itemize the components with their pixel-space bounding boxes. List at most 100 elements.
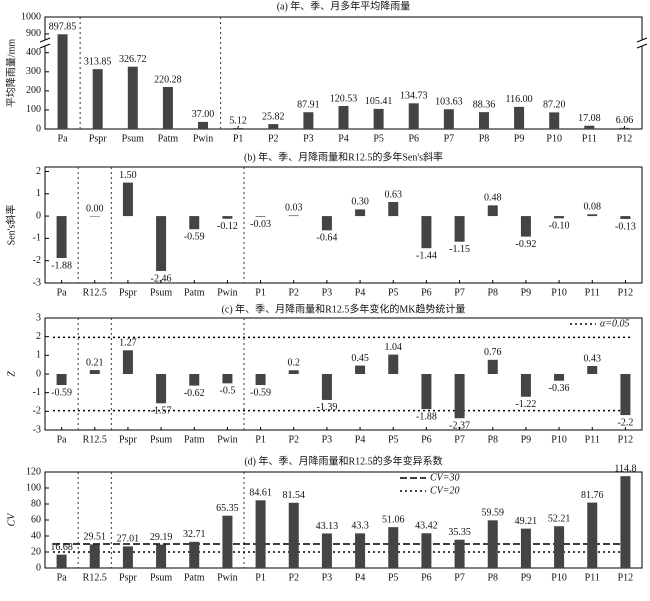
y-tick-label: 20 — [31, 546, 41, 557]
bar — [303, 112, 314, 129]
x-tick-label: Pa — [58, 133, 69, 144]
y-tick-label: 1 — [36, 350, 41, 361]
x-tick-label: Patm — [158, 133, 179, 144]
bar — [355, 365, 366, 374]
value-label: -1.88 — [416, 411, 437, 422]
y-tick-label: 0 — [36, 210, 41, 221]
bar — [156, 544, 167, 568]
legend-label: CV=30 — [430, 472, 460, 483]
bar — [520, 216, 531, 237]
bar — [373, 108, 384, 129]
y-tick-label: 3 — [36, 312, 41, 323]
x-tick-label: Pspr — [89, 133, 107, 144]
y-tick-label: 100 — [26, 104, 41, 115]
bar — [520, 528, 531, 568]
x-tick-label: Pa — [57, 434, 68, 445]
x-tick-label: P3 — [322, 572, 333, 583]
value-label: -0.59 — [184, 232, 205, 243]
bar — [619, 127, 630, 129]
value-label: 84.61 — [249, 488, 272, 499]
value-label: 29.19 — [150, 532, 173, 543]
bar — [554, 526, 565, 568]
x-tick-label: R12.5 — [83, 572, 107, 583]
x-tick-label: P8 — [487, 572, 498, 583]
y-axis-label: CV — [6, 512, 17, 527]
bar — [587, 365, 598, 374]
y-tick-label: 900 — [26, 28, 41, 39]
y-tick-label: -1 — [33, 387, 41, 398]
x-tick-label: P1 — [233, 133, 244, 144]
value-label: -1.39 — [316, 402, 337, 413]
x-tick-label: P12 — [618, 572, 634, 583]
y-tick-label: 0 — [36, 123, 41, 134]
x-tick-label: Pwin — [217, 434, 238, 445]
bar — [288, 370, 299, 374]
value-label: 120.53 — [330, 93, 358, 104]
bar — [122, 546, 133, 568]
x-tick-label: P10 — [546, 133, 562, 144]
x-tick-label: Pwin — [193, 133, 214, 144]
x-tick-label: R12.5 — [83, 434, 107, 445]
x-tick-label: P7 — [444, 133, 455, 144]
bar — [514, 106, 525, 129]
x-tick-label: P10 — [551, 287, 567, 298]
x-tick-label: P5 — [388, 434, 399, 445]
value-label: 0.45 — [351, 353, 369, 364]
x-tick-label: P1 — [255, 572, 266, 583]
bar — [421, 216, 432, 249]
y-tick-label: 2 — [36, 331, 41, 342]
bar — [454, 216, 465, 242]
value-label: 81.54 — [283, 490, 306, 501]
value-label: 0.21 — [86, 357, 104, 368]
x-tick-label: Pwin — [217, 287, 238, 298]
x-tick-label: P3 — [322, 434, 333, 445]
y-tick-label: 400 — [26, 47, 41, 58]
bar — [89, 370, 100, 374]
bar — [388, 354, 399, 374]
x-tick-label: Psum — [150, 287, 172, 298]
value-label: 0.63 — [385, 189, 403, 200]
x-tick-label: P4 — [338, 133, 349, 144]
value-label: -0.12 — [217, 221, 238, 232]
x-tick-label: P4 — [355, 572, 366, 583]
y-axis-label: Sen's斜率 — [4, 205, 17, 246]
bar — [554, 374, 565, 381]
x-tick-label: P8 — [487, 287, 498, 298]
bar — [92, 69, 103, 129]
bar — [487, 520, 498, 568]
bar — [56, 554, 67, 568]
x-tick-label: Psum — [150, 572, 172, 583]
value-label: 6.06 — [616, 115, 634, 126]
value-label: 17.08 — [578, 113, 601, 124]
bar — [288, 215, 299, 217]
value-label: 0.76 — [484, 347, 502, 358]
value-label: 1.04 — [385, 342, 403, 353]
y-tick-label: -2 — [33, 255, 41, 266]
value-label: 1.50 — [119, 170, 137, 181]
y-tick-label: 0 — [36, 562, 41, 573]
y-axis-label: 平均降雨量/mm — [4, 39, 17, 108]
bar — [222, 374, 233, 384]
x-tick-label: P7 — [454, 434, 465, 445]
bar — [421, 374, 432, 410]
bar — [554, 216, 565, 219]
bar — [189, 541, 200, 568]
x-tick-label: P3 — [322, 287, 333, 298]
y-tick-label: 1000 — [21, 11, 41, 22]
axis-break-gap — [637, 40, 647, 46]
x-tick-label: P1 — [255, 434, 266, 445]
y-axis-label: Z — [6, 371, 17, 377]
value-label: -1.88 — [51, 260, 72, 271]
x-tick-label: P11 — [585, 572, 600, 583]
value-label: 29.51 — [84, 532, 107, 543]
bar — [321, 216, 332, 231]
value-label: -0.36 — [549, 383, 570, 394]
bar — [233, 128, 244, 129]
y-tick-label: 120 — [26, 466, 41, 477]
bar — [255, 374, 266, 386]
x-tick-label: P9 — [521, 287, 532, 298]
bar — [156, 374, 167, 404]
value-label: 114.8 — [614, 463, 636, 474]
bar — [222, 515, 233, 568]
x-tick-label: Patm — [184, 287, 205, 298]
